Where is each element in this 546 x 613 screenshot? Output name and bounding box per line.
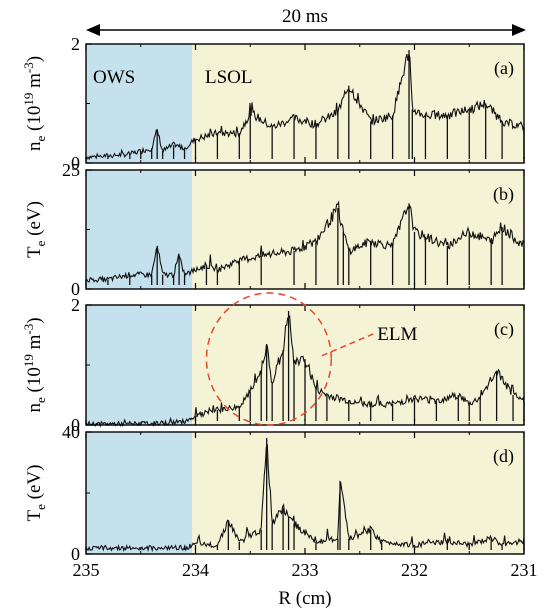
- panel-b-ylabel: Te (eV): [24, 201, 48, 258]
- panel-a-ytick-label-1: 2: [71, 34, 80, 54]
- elm-label: ELM: [377, 324, 417, 345]
- data-traces: [85, 49, 525, 553]
- panel-c-ytick-label-1: 2: [71, 295, 80, 315]
- x-tick-label-0: 235: [73, 560, 100, 580]
- time-span-indicator: 20 ms: [86, 6, 526, 36]
- x-tick-label-1: 234: [182, 560, 209, 580]
- panel-c-ylabel: ne (1019 m-3): [21, 317, 48, 412]
- panel-a-region-lsol: [192, 44, 524, 163]
- span-arrow-left-head: [86, 24, 100, 36]
- panel-a-trace: [85, 53, 525, 161]
- panel-a-tag: (a): [494, 58, 514, 79]
- panel-b-trace: [85, 200, 525, 283]
- panel-c-region-lsol: [192, 305, 524, 425]
- panel-d-tag: (d): [493, 446, 514, 467]
- span-label: 20 ms: [282, 6, 328, 27]
- panel-c-region-ows: [86, 305, 193, 425]
- region-label-ows: OWS: [93, 67, 135, 88]
- x-axis-label: R (cm): [278, 588, 331, 609]
- panel-b-region-ows: [86, 170, 193, 289]
- elm-annotation: ELM: [205, 292, 417, 426]
- panel-d-ytick-label-0: 0: [71, 544, 80, 564]
- x-tick-label-2: 233: [292, 560, 319, 580]
- region-label-lsol: LSOL: [205, 67, 253, 88]
- panel-b-region-lsol: [192, 170, 524, 289]
- chart-text: 02(a)ne (1019 m-3)025(b)Te (eV)02(c)ne (…: [21, 34, 538, 580]
- panel-d-ytick-label-1: 40: [62, 422, 80, 442]
- panel-a-ylabel: ne (1019 m-3): [21, 56, 48, 151]
- panel-b-tag: (b): [493, 184, 514, 205]
- panel-frames: [85, 43, 525, 555]
- x-tick-label-4: 231: [511, 560, 538, 580]
- panel-c-tag: (c): [494, 319, 514, 340]
- panel-a-ytick-label-0: 0: [71, 153, 80, 173]
- elm-circle: [205, 292, 333, 426]
- panel-d-region-lsol: [192, 432, 524, 554]
- panel-b-ytick-label-1: 25: [62, 160, 80, 180]
- x-tick-label-3: 232: [401, 560, 428, 580]
- panel-d-region-ows: [86, 432, 193, 554]
- panel-c-ytick-label-0: 0: [71, 415, 80, 435]
- panel-d-trace: [85, 443, 525, 553]
- panel-b-ytick-label-0: 0: [71, 279, 80, 299]
- span-arrow-right-head: [512, 24, 526, 36]
- region-backgrounds: [86, 44, 524, 554]
- panel-d-ylabel: Te (eV): [24, 465, 48, 522]
